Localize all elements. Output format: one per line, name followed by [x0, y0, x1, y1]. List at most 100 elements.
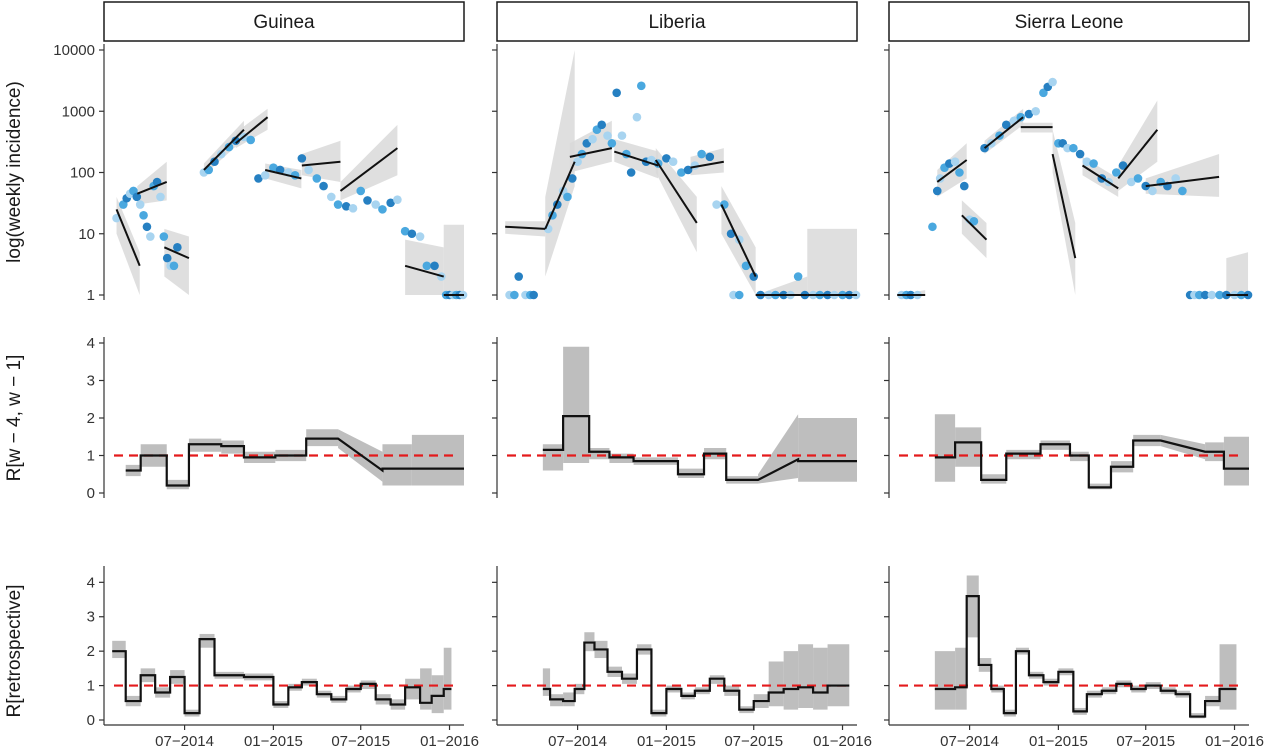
- incidence-sierra-leone-ci-band: [1226, 252, 1249, 295]
- rretro-liberia-x-tick-label: 07−2015: [724, 733, 783, 750]
- rretro-y-tick-label: 0: [87, 712, 95, 729]
- incidence-guinea-point: [415, 232, 425, 241]
- incidence-guinea-point: [159, 232, 169, 241]
- incidence-sierra-leone-point: [1016, 112, 1026, 122]
- incidence-liberia-point: [793, 272, 803, 281]
- incidence-liberia-point: [662, 154, 671, 163]
- rwindow-y-tick-label: 3: [87, 373, 95, 390]
- incidence-liberia-point: [632, 112, 642, 122]
- rretro-liberia-x-tick-label: 01−2016: [813, 733, 872, 750]
- incidence-liberia-point: [734, 290, 744, 300]
- rretro-guinea-x-tick-label: 07−2015: [331, 733, 390, 750]
- incidence-guinea-point: [378, 205, 387, 214]
- incidence-guinea-point: [348, 204, 358, 213]
- rretro-sierra-leone-x-tick-label: 07−2015: [1116, 733, 1175, 750]
- incidence-sierra-leone-point: [1039, 88, 1048, 98]
- incidence-sierra-leone-fit-line: [1051, 153, 1077, 259]
- rretro-sierra-leone-r-line: [934, 594, 1237, 718]
- rretro-guinea-ci-band: [199, 633, 215, 648]
- rretro-y-tick-label: 4: [87, 574, 95, 591]
- incidence-liberia-point: [617, 131, 627, 140]
- rretro-guinea-ci-band: [405, 678, 421, 700]
- incidence-sierra-leone-fit-line: [936, 159, 968, 183]
- incidence-liberia-fit-line: [569, 147, 613, 158]
- incidence-sierra-leone-point: [1001, 120, 1011, 130]
- incidence-guinea-ci-band: [443, 224, 464, 295]
- incidence-liberia-point: [712, 200, 721, 209]
- incidence-liberia-fit-line: [720, 204, 757, 277]
- incidence-guinea-point: [312, 174, 322, 183]
- rretro-liberia-ci-band: [563, 692, 575, 707]
- incidence-sierra-leone-point: [1171, 174, 1180, 183]
- incidence-guinea-point: [363, 196, 372, 205]
- incidence-sierra-leone-point: [1031, 106, 1041, 116]
- incidence-sierra-leone-fit-line: [1117, 129, 1159, 180]
- rwindow-y-tick-label: 0: [87, 485, 95, 502]
- incidence-y-tick-label: 10000: [53, 42, 95, 59]
- rretro-liberia-x-tick-label: 07−2014: [548, 733, 607, 750]
- incidence-sierra-leone-point: [959, 181, 969, 191]
- rwindow-guinea-r-line: [125, 437, 464, 487]
- rretro-liberia-ci-band: [768, 661, 784, 707]
- incidence-guinea-point: [132, 192, 142, 202]
- incidence-y-tick-label: 100: [70, 165, 95, 182]
- incidence-sierra-leone-point: [1207, 290, 1217, 300]
- incidence-sierra-leone-point: [1089, 159, 1098, 168]
- rretro-liberia-ci-band: [813, 647, 828, 710]
- incidence-guinea-fit-line: [163, 246, 190, 260]
- incidence-sierra-leone-point: [1048, 77, 1057, 87]
- incidence-sierra-leone-point: [1075, 149, 1085, 159]
- incidence-guinea-point: [430, 261, 439, 271]
- incidence-sierra-leone-point: [1069, 143, 1078, 153]
- rretro-sierra-leone-ci-band: [1219, 644, 1237, 710]
- rretro-guinea-ci-band: [431, 675, 444, 714]
- incidence-guinea-fit-line: [203, 128, 245, 171]
- incidence-guinea-point: [224, 142, 234, 152]
- incidence-guinea-point: [156, 192, 165, 202]
- incidence-liberia-fit-line: [613, 150, 659, 167]
- incidence-guinea-point: [254, 174, 263, 183]
- incidence-liberia-fit-line: [505, 225, 546, 230]
- incidence-sierra-leone-point: [1111, 168, 1121, 177]
- incidence-y-tick-label: 1000: [62, 103, 95, 120]
- incidence-sierra-leone-point: [969, 216, 979, 226]
- incidence-guinea-point: [297, 154, 307, 163]
- incidence-liberia-fit-line: [654, 159, 698, 224]
- incidence-liberia-point: [597, 120, 607, 130]
- rretro-sierra-leone-ci-band: [966, 575, 979, 638]
- incidence-sierra-leone-fit-line: [1081, 164, 1119, 190]
- incidence-liberia-point: [668, 157, 678, 167]
- rwindow-sierra-leone-ci-band: [934, 414, 956, 482]
- rwindow-guinea-ci-band: [411, 434, 464, 486]
- incidence-guinea-point: [422, 261, 432, 271]
- incidence-guinea-fit-line: [339, 147, 399, 192]
- incidence-sierra-leone-point: [1215, 290, 1224, 300]
- incidence-liberia-point: [588, 134, 597, 144]
- incidence-guinea-point: [246, 135, 256, 145]
- incidence-sierra-leone-point: [932, 186, 942, 196]
- incidence-guinea-point: [326, 192, 336, 202]
- incidence-liberia-point: [719, 200, 729, 209]
- rwindow-sierra-leone-r-line: [934, 439, 1249, 489]
- rretro-sierra-leone-ci-band: [934, 651, 956, 710]
- incidence-sierra-leone-point: [950, 157, 960, 167]
- plot-layer: 1 10 100 1000 10000 0 1 2 3 4 0 1 2 3 4 07−2014 01−2015 0…: [53, 42, 1264, 750]
- incidence-sierra-leone-point: [955, 168, 964, 177]
- rretro-liberia-ci-band: [827, 644, 850, 707]
- rwindow-liberia-ci-band: [542, 444, 564, 471]
- incidence-guinea-point: [356, 186, 366, 196]
- rwindow-liberia-ci-band: [758, 414, 799, 484]
- incidence-sierra-leone-ci-band: [1118, 100, 1158, 191]
- incidence-guinea-ci-band: [164, 228, 189, 295]
- incidence-guinea-fit-line: [301, 160, 341, 167]
- rretro-sierra-leone-ci-band: [955, 647, 967, 710]
- incidence-sierra-leone-point: [1148, 186, 1157, 196]
- rwindow-y-tick-label: 2: [87, 410, 95, 427]
- rwindow-sierra-leone-ci-band: [955, 427, 982, 467]
- incidence-guinea-point: [142, 222, 152, 232]
- incidence-guinea-point: [341, 202, 351, 211]
- incidence-guinea-point: [333, 200, 343, 209]
- incidence-guinea-point: [210, 157, 219, 167]
- incidence-liberia-ci-band: [545, 50, 575, 277]
- incidence-liberia-ci-band: [807, 228, 857, 295]
